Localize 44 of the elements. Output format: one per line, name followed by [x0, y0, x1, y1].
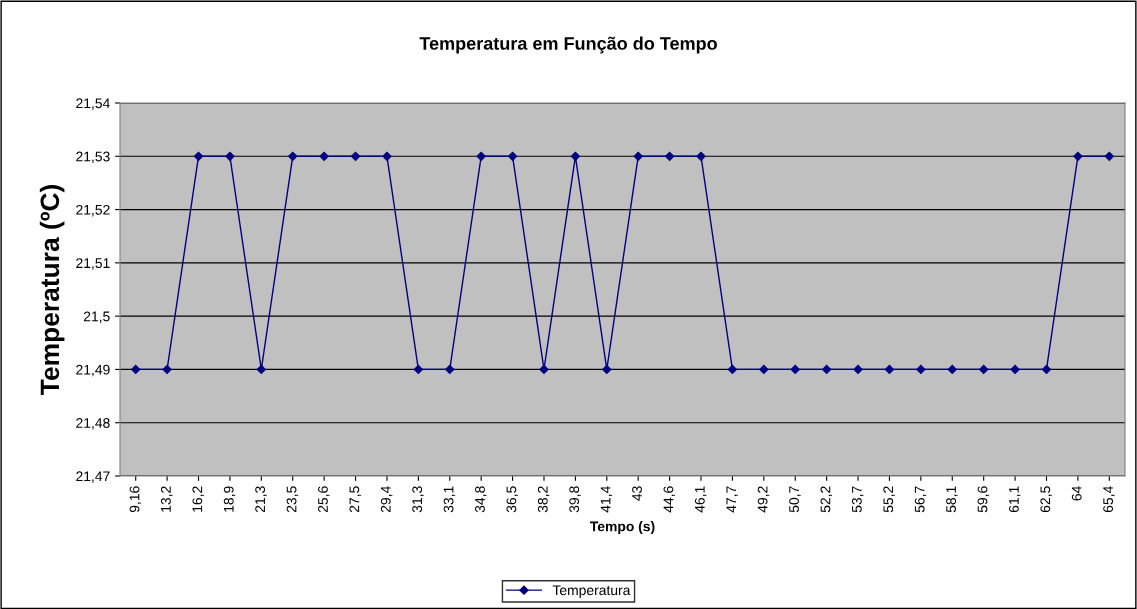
x-tick-label: 62,5 [1040, 486, 1052, 513]
x-tick-label: 52,2 [820, 486, 833, 513]
x-tick-label: 34,8 [475, 486, 487, 513]
y-tick-label: 21,54 [76, 98, 110, 110]
x-tick-label: 23,5 [286, 486, 299, 513]
y-tick-label: 21,51 [76, 258, 110, 270]
x-tick-label: 16,2 [192, 486, 204, 512]
x-tick-label: 9,16 [129, 486, 142, 513]
x-tick-label: 33,1 [443, 486, 456, 513]
x-tick-label: 41,4 [600, 486, 613, 513]
y-tick-label: 21,47 [76, 471, 110, 483]
x-tick-label: 64 [1071, 486, 1082, 501]
y-tick-label: 21,48 [76, 418, 110, 430]
x-tick-label: 44,6 [663, 486, 675, 513]
x-tick-label: 65,4 [1103, 486, 1115, 513]
x-tick-label: 53,7 [851, 486, 864, 513]
x-tick-label: 43 [632, 486, 642, 501]
y-tick-label: 21,53 [76, 151, 110, 164]
x-tick-label: 38,2 [537, 486, 550, 513]
x-tick-label: 39,8 [569, 486, 581, 513]
x-axis-title: Tempo (s) [589, 521, 655, 535]
x-tick-label: 29,4 [380, 486, 393, 513]
x-tick-label: 13,2 [161, 486, 173, 512]
y-tick-label: 21,49 [76, 364, 110, 377]
x-tick-label: 61,1 [1008, 486, 1021, 513]
x-tick-label: 50,7 [789, 486, 801, 513]
x-tick-label: 18,9 [223, 486, 236, 512]
chart-title: Temperatura em Função do Tempo [419, 36, 717, 54]
x-tick-label: 27,5 [349, 486, 361, 513]
x-tick-label: 46,1 [694, 486, 707, 513]
x-tick-label: 49,2 [757, 486, 770, 513]
legend-label: Temperatura [552, 585, 631, 598]
x-tick-label: 56,7 [914, 486, 927, 513]
x-tick-label: 21,3 [255, 486, 267, 513]
y-axis-title: Temperatura (ºC) [39, 185, 65, 395]
x-tick-label: 59,6 [977, 486, 990, 513]
x-tick-label: 36,5 [506, 486, 518, 513]
x-tick-label: 47,7 [726, 486, 738, 513]
y-tick-label: 21,52 [76, 204, 110, 217]
x-tick-label: 55,2 [883, 486, 895, 513]
x-tick-label: 31,3 [412, 486, 424, 513]
x-tick-label: 58,1 [946, 486, 958, 513]
x-tick-label: 25,6 [318, 486, 330, 513]
y-tick-label: 21,5 [83, 311, 110, 323]
